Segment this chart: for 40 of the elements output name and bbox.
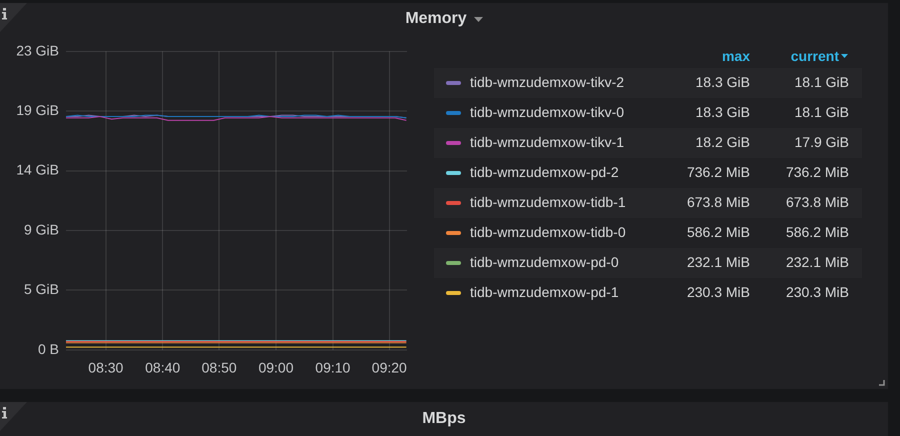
text: 736.2 MiB — [786, 164, 849, 181]
legend-label: tidb-wmzudemxow-pd-1 — [470, 284, 619, 301]
x-tick-label: 08:50 — [202, 359, 237, 376]
text: 232.1 MiB — [686, 254, 750, 271]
text: 18.2 GiB — [696, 134, 750, 151]
text: 230.3 MiB — [686, 284, 750, 301]
text: 18.1 GiB — [794, 74, 849, 91]
text: max — [722, 47, 750, 66]
text: 17.9 GiB — [794, 134, 849, 151]
text: 673.8 MiB — [686, 194, 750, 211]
y-tick-label: 23 GiB — [16, 42, 59, 58]
y-tick-label: 14 GiB — [16, 162, 59, 178]
text: 230.3 MiB — [786, 284, 849, 301]
y-tick-label: 19 GiB — [16, 102, 59, 118]
chart-title: Memory — [405, 9, 467, 29]
text: 18.1 GiB — [794, 104, 849, 121]
x-tick-label: 08:30 — [88, 359, 124, 376]
legend-label: tidb-wmzudemxow-tidb-0 — [470, 224, 626, 241]
text: 232.1 MiB — [786, 254, 849, 271]
legend-label: tidb-wmzudemxow-pd-2 — [470, 164, 619, 181]
y-tick-label: 0 B — [38, 340, 59, 357]
text: 736.2 MiB — [686, 164, 750, 181]
legend-label: tidb-wmzudemxow-tidb-1 — [470, 194, 626, 211]
text: 673.8 MiB — [786, 194, 849, 211]
legend-label: tidb-wmzudemxow-tikv-2 — [470, 74, 624, 91]
legend-label: tidb-wmzudemxow-tikv-0 — [470, 104, 624, 121]
x-tick-label: 09:20 — [372, 359, 408, 376]
text: current — [790, 47, 839, 66]
y-tick-label: 9 GiB — [24, 221, 59, 238]
text: 18.3 GiB — [696, 104, 750, 121]
text: MBps — [422, 409, 466, 429]
y-tick-label: 5 GiB — [24, 281, 59, 298]
text: 586.2 MiB — [686, 224, 750, 241]
text: 586.2 MiB — [786, 224, 849, 241]
text: 18.3 GiB — [696, 74, 750, 91]
x-tick-label: 09:10 — [315, 359, 351, 376]
legend-label: tidb-wmzudemxow-pd-0 — [470, 254, 619, 271]
legend-label: tidb-wmzudemxow-tikv-1 — [470, 134, 624, 151]
x-tick-label: 08:40 — [145, 359, 180, 376]
x-tick-label: 09:00 — [258, 359, 294, 376]
